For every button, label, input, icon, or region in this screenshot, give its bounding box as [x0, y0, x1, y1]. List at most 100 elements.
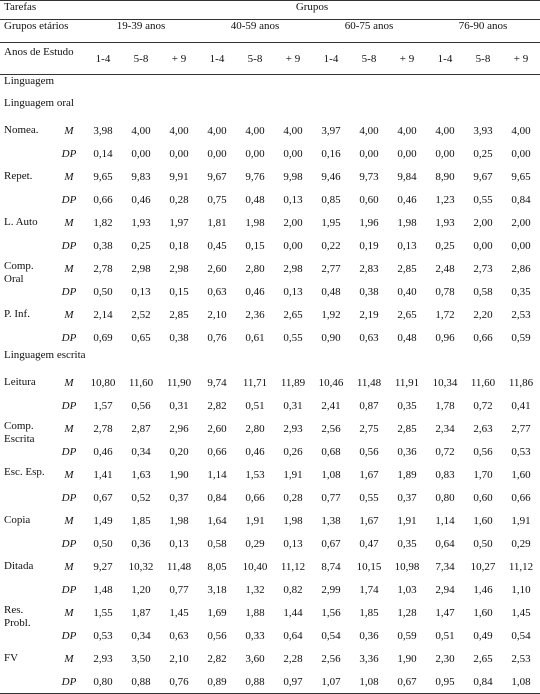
stat-label-mean: M — [64, 308, 74, 321]
sd-value: 0,56 — [359, 445, 379, 458]
mean-value: 1,14 — [435, 514, 455, 527]
sd-value: 0,15 — [169, 285, 189, 298]
table-row: DP 0,46 0,34 0,20 0,66 0,46 0,26 0,68 0,56 0,36 0,… — [0, 440, 540, 463]
sd-value: 0,35 — [511, 285, 531, 298]
section-label-language: Linguagem — [4, 75, 55, 87]
sd-value: 0,64 — [435, 537, 455, 550]
mean-value: 4,00 — [207, 124, 227, 137]
mean-value: 2,60 — [207, 422, 227, 435]
sd-value: 1,10 — [511, 583, 531, 596]
mean-value: 8,74 — [321, 560, 341, 573]
sd-value: 0,41 — [511, 399, 531, 412]
sd-value: 0,63 — [207, 285, 227, 298]
mean-value: 1,63 — [131, 468, 151, 481]
sd-value: 0,13 — [283, 537, 303, 550]
mean-value: 4,00 — [283, 124, 303, 137]
sd-value: 0,65 — [131, 331, 151, 344]
mean-value: 3,36 — [359, 652, 379, 665]
sd-value: 1,07 — [312, 670, 350, 694]
sd-value: 1,46 — [473, 583, 493, 596]
sd-value: 0,64 — [283, 629, 303, 642]
mean-value: 9,91 — [169, 170, 189, 183]
sd-value: 0,76 — [207, 331, 227, 344]
table-row: FV M 2,93 3,50 2,10 2,82 3,60 2,28 2,56 3,36 1,90 2… — [0, 647, 540, 670]
mean-value: 1,38 — [321, 514, 341, 527]
mean-value: 1,55 — [93, 606, 113, 619]
sd-value: 0,84 — [464, 670, 502, 694]
mean-value: 1,95 — [321, 216, 341, 229]
sd-value: 0,36 — [131, 537, 151, 550]
mean-value: 9,65 — [93, 170, 113, 183]
sd-value: 0,28 — [283, 491, 303, 504]
task-label: P. Inf. — [4, 308, 30, 320]
schooling-level-header: 5-8 — [236, 42, 274, 75]
mean-value: 1,96 — [359, 216, 379, 229]
sd-value: 0,25 — [131, 239, 151, 252]
mean-value: 1,89 — [397, 468, 417, 481]
mean-value: 1,67 — [359, 514, 379, 527]
sd-value: 0,58 — [207, 537, 227, 550]
mean-value: 4,00 — [245, 124, 265, 137]
mean-value: 9,76 — [245, 170, 265, 183]
table-row: Esc. Esp. M 1,41 1,63 1,90 1,14 1,53 1,91 1,08 1,… — [0, 463, 540, 486]
mean-value: 3,97 — [321, 124, 341, 137]
stat-label-sd: DP — [61, 331, 77, 344]
mean-value: 10,27 — [470, 560, 496, 573]
mean-value: 1,60 — [473, 514, 493, 527]
mean-value: 9,67 — [473, 170, 493, 183]
task-label: Esc. Esp. — [4, 466, 45, 478]
sd-value: 0,37 — [169, 491, 189, 504]
mean-value: 1,82 — [93, 216, 113, 229]
sd-value: 0,00 — [283, 239, 303, 252]
sd-value: 0,25 — [473, 147, 493, 160]
sd-value: 0,00 — [169, 147, 189, 160]
mean-value: 4,00 — [435, 124, 455, 137]
sd-value: 0,13 — [131, 285, 151, 298]
sd-value: 0,49 — [473, 629, 493, 642]
sd-value: 0,96 — [435, 331, 455, 344]
task-label: Nomea. — [4, 124, 39, 136]
sd-value: 0,63 — [359, 331, 379, 344]
sd-value: 0,00 — [435, 147, 455, 160]
stat-label-sd: DP — [61, 445, 77, 458]
sd-value: 1,78 — [435, 399, 455, 412]
stat-label-mean: M — [64, 170, 74, 183]
mean-value: 0,83 — [435, 468, 455, 481]
task-label-spacer — [0, 532, 54, 555]
mean-value: 3,60 — [245, 652, 265, 665]
table-row: L. Auto M 1,82 1,93 1,97 1,81 1,98 2,00 1,95 1,96… — [0, 211, 540, 234]
mean-value: 1,91 — [397, 514, 417, 527]
task-label: FV — [4, 652, 19, 664]
sd-value: 0,38 — [169, 331, 189, 344]
mean-value: 3,98 — [93, 124, 113, 137]
sd-value: 0,33 — [245, 629, 265, 642]
sd-value: 0,66 — [207, 445, 227, 458]
sd-value: 2,41 — [321, 399, 341, 412]
sd-value: 0,26 — [283, 445, 303, 458]
header-row-age-groups: Grupos etários 19-39 anos 40-59 anos 60-… — [0, 19, 540, 43]
age-group-header: 40-59 anos — [198, 19, 312, 43]
table-row: Leitura M 10,80 11,60 11,90 9,74 11,71 11,89 10,… — [0, 371, 540, 394]
sd-value: 0,13 — [397, 239, 417, 252]
table-row: P. Inf. M 2,14 2,52 2,85 2,10 2,36 2,65 1,92 2,19… — [0, 303, 540, 326]
schooling-level-header: + 9 — [274, 42, 312, 75]
task-label: Copia — [4, 514, 31, 526]
table-row: DP 1,57 0,56 0,31 2,82 0,51 0,31 2,41 0,87 0,35 1,… — [0, 394, 540, 417]
mean-value: 11,91 — [394, 376, 420, 389]
sd-value: 0,78 — [435, 285, 455, 298]
sd-value: 1,74 — [359, 583, 379, 596]
task-label-spacer — [0, 394, 54, 417]
sd-value: 0,69 — [93, 331, 113, 344]
task-label: Comp. Oral — [4, 260, 34, 285]
sd-value: 0,54 — [321, 629, 341, 642]
sd-value: 0,19 — [359, 239, 379, 252]
section-label-oral-language: Linguagem oral — [4, 97, 74, 109]
mean-value: 2,14 — [93, 308, 113, 321]
mean-value: 10,40 — [242, 560, 268, 573]
mean-value: 1,88 — [245, 606, 265, 619]
mean-value: 1,56 — [321, 606, 341, 619]
sd-value: 1,23 — [435, 193, 455, 206]
mean-value: 2,85 — [169, 308, 189, 321]
stat-label-mean: M — [64, 560, 74, 573]
stat-label-sd: DP — [61, 239, 77, 252]
